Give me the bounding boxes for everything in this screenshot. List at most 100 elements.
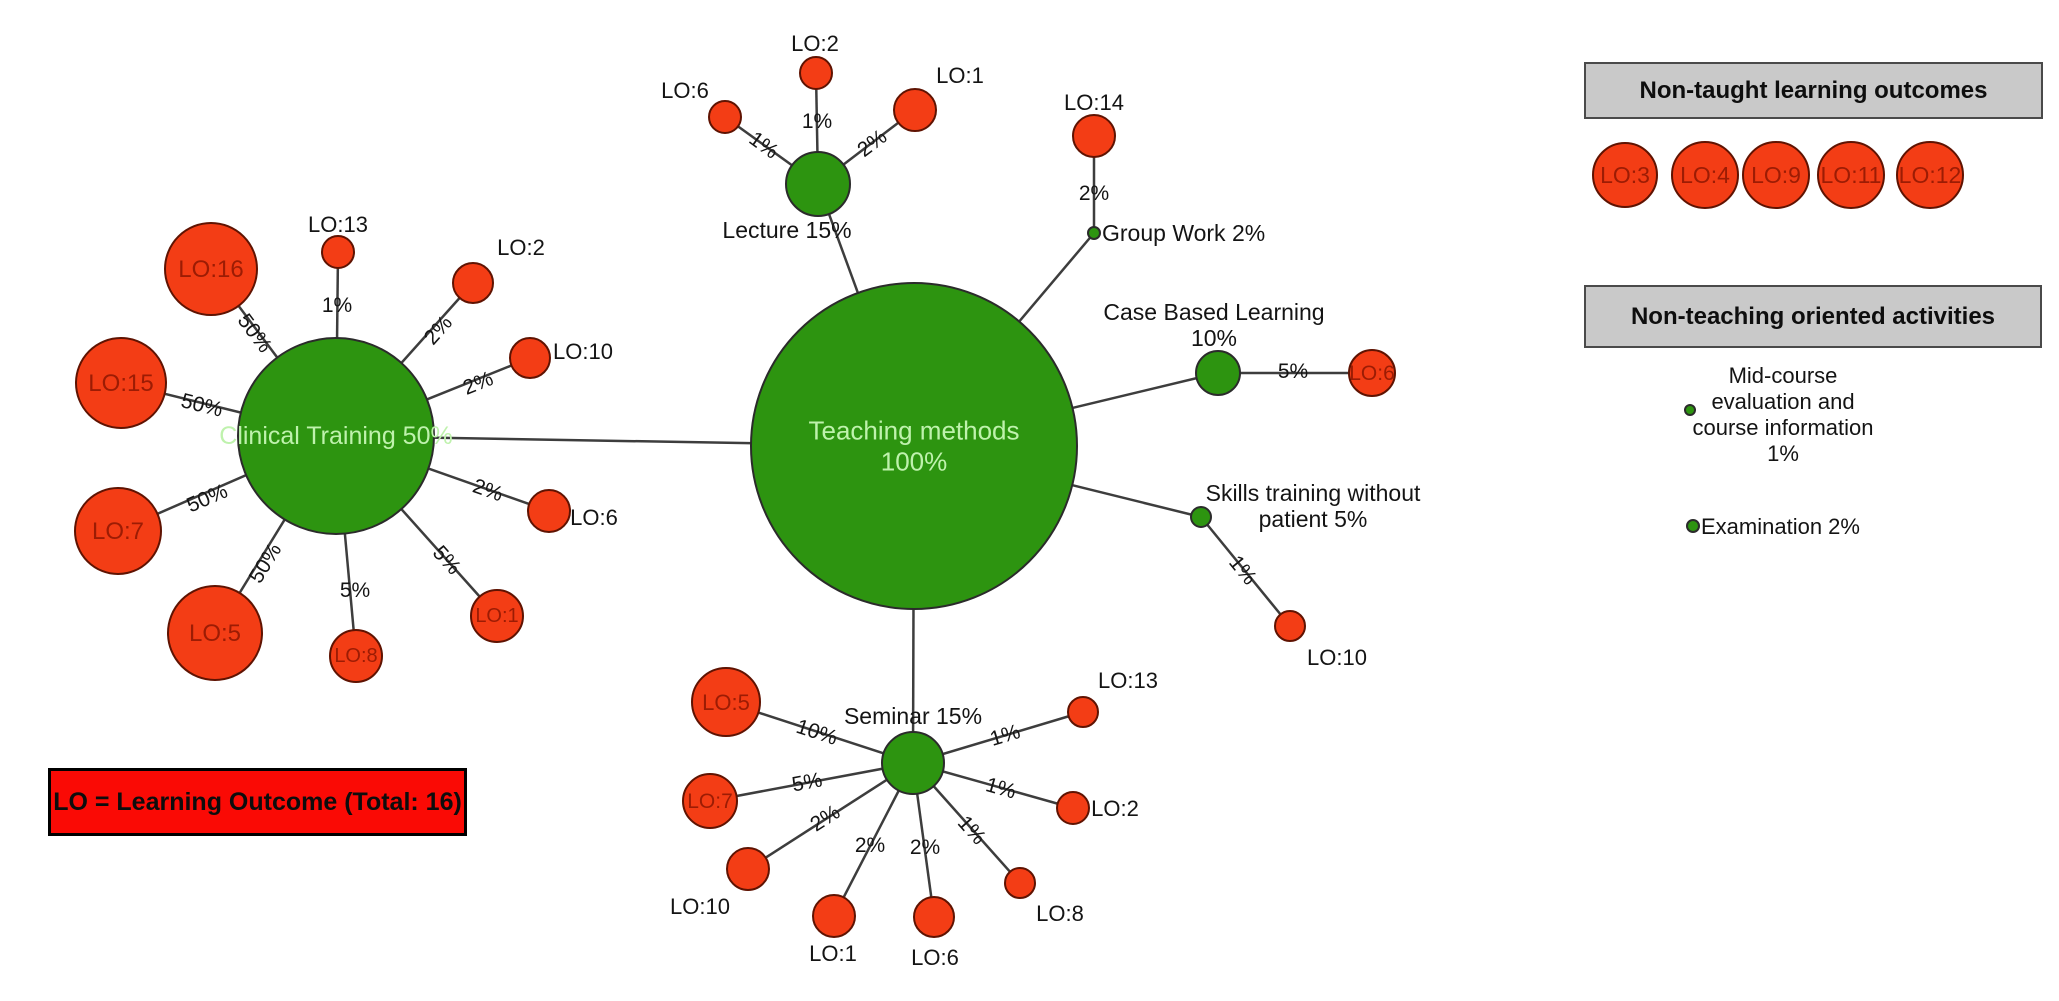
node-label-lo15-clinical: LO:15 [88,370,153,397]
node-lo7-seminar [682,773,738,829]
node-label-lo5-seminar: LO:5 [702,690,750,715]
lo-definition-text: LO = Learning Outcome (Total: 16) [53,787,462,816]
node-label-lo2-seminar: LO:2 [1091,796,1139,821]
node-label-lo12-legend: LO:12 [1899,162,1962,188]
node-label-case-based-learning: Case Based Learning 10% [1103,299,1324,351]
node-lo13-clinical [321,235,355,269]
node-lo8-seminar [1004,867,1036,899]
lo-definition-box: LO = Learning Outcome (Total: 16) [48,768,467,836]
node-lo14-group-work [1072,114,1116,158]
node-label-lo16-clinical: LO:16 [178,256,243,283]
node-clinical-training [237,337,435,535]
node-label-teaching-methods: Teaching methods 100% [808,416,1019,477]
non-taught-title: Non-taught learning outcomes [1639,76,1988,104]
node-label-clinical-training: Clinical Training 50% [219,422,452,450]
node-label-lecture: Lecture 15% [722,217,851,243]
node-label-lo1-clinical: LO:1 [475,605,518,627]
node-lo10-clinical [509,337,551,379]
node-label-lo2-clinical: LO:2 [497,235,545,260]
node-lo8-clinical [329,629,383,683]
node-lo2-seminar [1056,791,1090,825]
edge-label-clinical-training-lo15-clinical: 50% [179,389,225,421]
edge-label-clinical-training-lo7-clinical: 50% [183,479,231,517]
node-lo9-legend [1742,141,1810,209]
node-lo1-clinical [470,589,524,643]
node-lo1-lecture [893,88,937,132]
node-teaching-methods [750,282,1078,610]
edge-label-clinical-training-lo6-clinical: 2% [470,474,506,506]
edge-label-seminar-lo2-seminar: 1% [983,773,1018,803]
node-group-work [1087,226,1101,240]
node-lo1-seminar [812,894,856,938]
node-label-lo1-seminar: LO:1 [809,941,857,966]
node-label-lo11-legend: LO:11 [1821,162,1882,188]
node-examination-dot [1686,519,1700,533]
node-lo5-clinical [167,585,263,681]
node-label-lo1-lecture: LO:1 [936,63,984,88]
node-label-midcourse-dot: Mid-course evaluation and course informati… [1693,363,1874,466]
edge-label-seminar-lo7-seminar: 5% [790,768,824,796]
edge-label-seminar-lo5-seminar: 10% [793,715,840,750]
node-label-lo6-lecture: LO:6 [661,78,709,103]
edge-seminar-lo7-seminar [709,761,914,803]
edge-label-seminar-lo6-seminar: 2% [910,836,940,859]
node-lo6-seminar [913,896,955,938]
edge-label-lecture-lo1-lecture: 2% [853,125,891,162]
edge-label-clinical-training-lo10-clinical: 2% [460,367,497,400]
non-teaching-oriented-activities-box: Non-teaching oriented activities [1584,285,2042,348]
node-label-group-work: Group Work 2% [1102,220,1265,246]
node-lo13-seminar [1067,696,1099,728]
node-label-lo10-seminar: LO:10 [670,894,730,919]
node-label-skills-training: Skills training without patient 5% [1206,480,1421,532]
edge-label-lecture-lo2-lecture: 1% [802,110,832,133]
edge-label-lecture-lo6-lecture: 1% [745,127,783,163]
non-taught-learning-outcomes-box: Non-taught learning outcomes [1584,62,2043,119]
node-lecture [785,151,851,217]
node-label-lo7-clinical: LO:7 [92,518,144,545]
node-label-lo6-clinical: LO:6 [570,505,618,530]
node-case-based-learning [1195,350,1241,396]
node-lo6-lecture [708,100,742,134]
edge-skills-training-lo10-skills [1200,516,1291,627]
node-label-lo4-legend: LO:4 [1680,162,1730,188]
node-label-lo3-legend: LO:3 [1600,162,1650,188]
edge-label-clinical-training-lo13-clinical: 1% [322,294,352,317]
node-label-lo10-clinical: LO:10 [553,339,613,364]
edge-label-seminar-lo13-seminar: 1% [987,720,1023,751]
node-lo7-clinical [74,487,162,575]
node-lo2-lecture [799,56,833,90]
node-label-lo10-skills: LO:10 [1307,645,1367,670]
node-skills-training [1190,506,1212,528]
node-label-lo5-clinical: LO:5 [189,620,241,647]
node-label-lo9-legend: LO:9 [1751,162,1801,188]
edge-label-clinical-training-lo2-clinical: 2% [419,311,456,349]
node-lo10-skills [1274,610,1306,642]
edge-label-clinical-training-lo5-clinical: 50% [244,539,286,587]
node-lo3-legend [1592,142,1658,208]
node-label-examination-dot: Examination 2% [1701,514,1860,539]
node-lo10-seminar [726,847,770,891]
node-label-lo8-seminar: LO:8 [1036,901,1084,926]
node-label-lo13-clinical: LO:13 [308,212,368,237]
edge-label-seminar-lo10-seminar: 2% [806,800,844,836]
node-label-seminar: Seminar 15% [844,703,982,729]
node-label-lo2-lecture: LO:2 [791,31,839,56]
non-teaching-title: Non-teaching oriented activities [1630,302,1996,330]
node-label-lo6-cbl: LO:6 [1349,362,1395,385]
node-midcourse-dot [1684,404,1696,416]
node-label-lo13-seminar: LO:13 [1098,668,1158,693]
edge-label-case-based-learning-lo6-cbl: 5% [1278,360,1308,383]
node-label-lo8-clinical: LO:8 [334,645,377,667]
node-label-lo7-seminar: LO:7 [687,790,733,813]
node-lo16-clinical [164,222,258,316]
edge-label-seminar-lo1-seminar: 2% [855,834,885,857]
node-lo4-legend [1671,141,1739,209]
node-lo6-clinical [527,489,571,533]
node-lo11-legend [1817,141,1885,209]
edge-seminar-lo10-seminar [747,761,914,871]
node-lo15-clinical [75,337,167,429]
node-label-lo6-seminar: LO:6 [911,945,959,970]
node-lo5-seminar [691,667,761,737]
